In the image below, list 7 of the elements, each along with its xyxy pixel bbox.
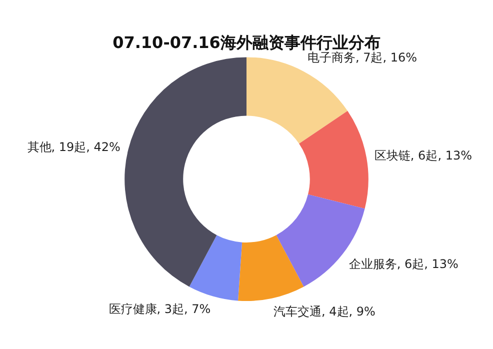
slice-label: 电子商务, 7起, 16% [307,50,418,65]
slice-label: 区块链, 6起, 13% [374,148,472,163]
slice-label: 其他, 19起, 42% [27,140,120,154]
slice-label: 汽车交通, 4起, 9% [274,304,376,318]
slice-label: 医疗健康, 3起, 7% [108,302,211,316]
slice-label: 企业服务, 6起, 13% [348,257,458,272]
chart-title: 07.10-07.16海外融资事件行业分布 [112,32,380,52]
